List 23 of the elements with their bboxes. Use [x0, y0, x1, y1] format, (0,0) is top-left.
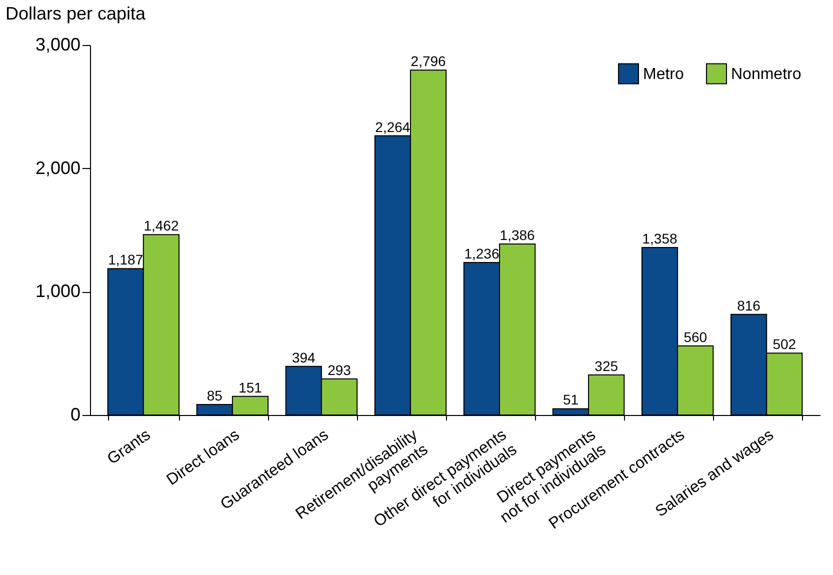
- legend-label: Nonmetro: [731, 66, 802, 83]
- legend-label: Metro: [643, 66, 684, 83]
- data-label: 1,386: [500, 227, 536, 244]
- data-label: 1,358: [642, 230, 678, 247]
- data-label: 1,187: [108, 252, 144, 268]
- data-label: 1,236: [464, 246, 500, 262]
- data-label: 2,796: [410, 53, 446, 70]
- data-label: 325: [594, 358, 618, 374]
- data-label: 85: [206, 388, 223, 404]
- data-label: 151: [238, 379, 262, 396]
- y-tick-label: 3,000: [35, 34, 80, 54]
- data-label: 816: [737, 297, 761, 314]
- data-label: 51: [562, 392, 579, 408]
- y-tick-label: 2,000: [35, 158, 80, 178]
- y-axis-title: Dollars per capita: [6, 4, 147, 24]
- y-tick-label: 0: [70, 404, 80, 424]
- data-label: 502: [772, 336, 796, 352]
- data-label: 394: [292, 349, 316, 366]
- data-label: 2,264: [375, 118, 410, 135]
- data-label: 293: [328, 362, 352, 378]
- y-tick-label: 1,000: [35, 281, 80, 302]
- data-label: 560: [684, 328, 708, 345]
- data-label: 1,462: [144, 218, 179, 234]
